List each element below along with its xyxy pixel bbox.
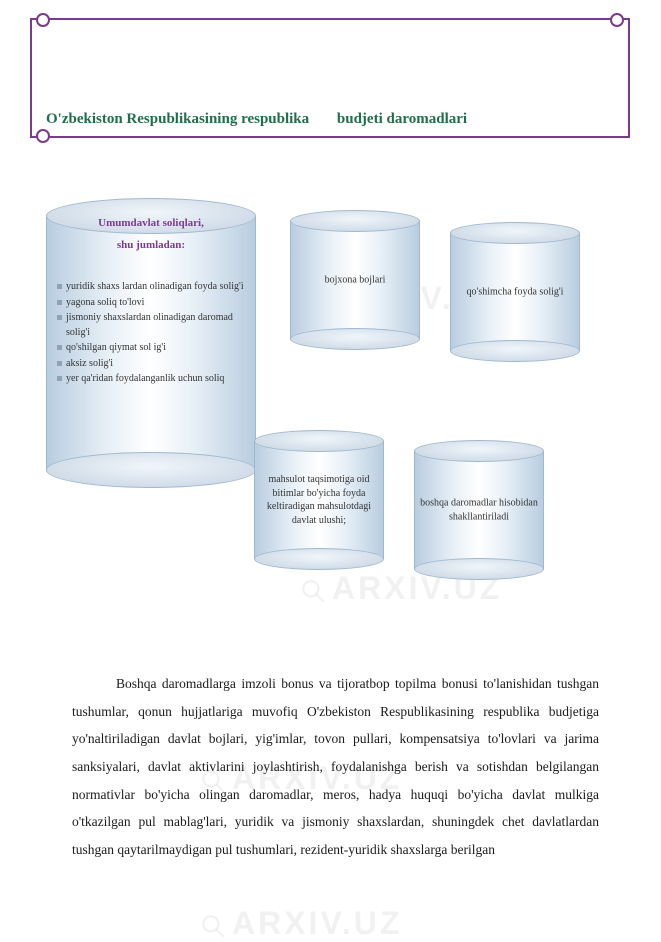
title-part2: budjeti daromadlari <box>337 111 467 127</box>
cylinder-text: qo'shimcha foyda solig'i <box>454 285 576 299</box>
list-item: jismoniy shaxslardan olinadigan daromad … <box>56 311 248 340</box>
cylinder-bottom <box>254 548 384 570</box>
cylinder-top <box>290 210 420 232</box>
body-paragraph: Boshqa daromadlarga imzoli bonus va tijo… <box>72 670 599 864</box>
cylinder-text: boshqa daromadlar hisobidan shakllantiri… <box>418 497 540 524</box>
pin-icon <box>610 13 624 27</box>
cylinder-bottom <box>450 340 580 362</box>
main-cylinder: Umumdavlat soliqlari, shu jumladan: yuri… <box>46 198 256 488</box>
cylinder-top <box>414 440 544 462</box>
small-cylinder: bojxona bojlari <box>290 210 420 350</box>
cylinder-header: Umumdavlat soliqlari, shu jumladan: <box>46 212 256 256</box>
header-line: shu jumladan: <box>46 234 256 256</box>
small-cylinder: mahsulot taqsimotiga oid bitimlar bo'yic… <box>254 430 384 570</box>
header-line: Umumdavlat soliqlari, <box>46 212 256 234</box>
cylinder-bottom <box>290 328 420 350</box>
watermark: ARXIV.UZ <box>200 905 402 942</box>
cylinder-text: mahsulot taqsimotiga oid bitimlar bo'yic… <box>258 473 380 527</box>
cylinder-top <box>254 430 384 452</box>
pin-icon <box>36 13 50 27</box>
small-cylinder: qo'shimcha foyda solig'i <box>450 222 580 362</box>
cylinder-top <box>450 222 580 244</box>
title-frame: O'zbekiston Respublikasining respublika … <box>30 18 630 138</box>
cylinder-text: bojxona bojlari <box>294 273 416 287</box>
cylinder-item-list: yuridik shaxs lardan olinadigan foyda so… <box>56 280 248 388</box>
list-item: yer qa'ridan foydalanganlik uchun soliq <box>56 372 248 387</box>
pin-icon <box>36 129 50 143</box>
list-item: yuridik shaxs lardan olinadigan foyda so… <box>56 280 248 295</box>
cylinder-bottom <box>414 558 544 580</box>
small-cylinder: boshqa daromadlar hisobidan shakllantiri… <box>414 440 544 580</box>
list-item: qo'shilgan qiymat sol ig'i <box>56 341 248 356</box>
list-item: aksiz solig'i <box>56 357 248 372</box>
list-item: yagona soliq to'lovi <box>56 296 248 311</box>
title-part1: O'zbekiston Respublikasining respublika <box>46 111 309 127</box>
page-title: O'zbekiston Respublikasining respublika … <box>46 111 467 128</box>
cylinder-bottom <box>46 452 256 488</box>
